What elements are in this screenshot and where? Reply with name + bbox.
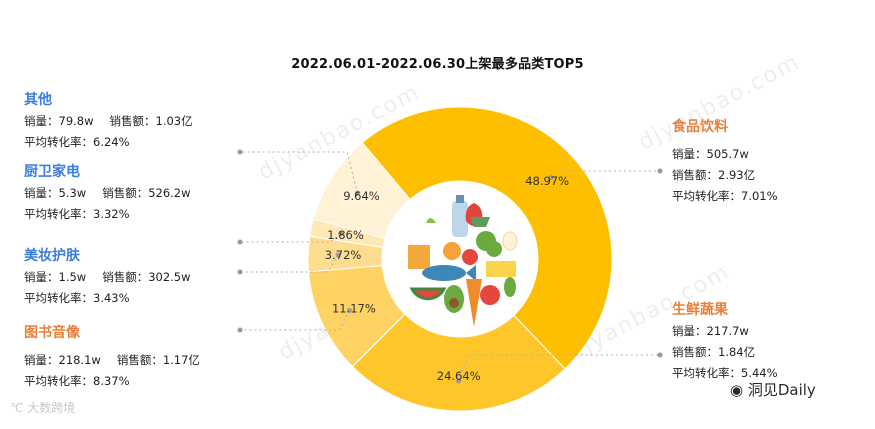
brand-left-text: 大数跨境: [27, 401, 76, 415]
slice-value-label: 1.86%: [327, 228, 364, 242]
brand-right-text: 洞见Daily: [747, 381, 816, 399]
leader-dot: [237, 239, 243, 245]
leader-dot: [335, 252, 341, 258]
panel-other: 其他 销量：79.8w 销售额：1.03亿 平均转化率：6.24%: [24, 89, 193, 153]
leader-dot: [338, 231, 344, 237]
panel-beauty-sales: 销量：1.5w: [24, 270, 87, 284]
panel-books-revenue: 销售额：1.17亿: [116, 353, 200, 367]
slice-value-label: 24.64%: [437, 369, 481, 383]
panel-beauty-conversion: 平均转化率：3.43%: [24, 291, 130, 305]
panel-kitchen-revenue: 销售额：526.2w: [102, 186, 191, 200]
chart-title: 2022.06.01-2022.06.30上架最多品类TOP5: [291, 57, 584, 72]
panel-books-sales: 销量：218.1w: [24, 353, 101, 367]
leader-dot: [237, 269, 243, 275]
panel-kitchen-conversion: 平均转化率：3.32%: [24, 207, 130, 221]
panel-other-conversion: 平均转化率：6.24%: [24, 135, 130, 149]
slice-value-label: 9.64%: [343, 189, 380, 203]
leader-line: [458, 354, 660, 382]
brand-right-logo: ◉ 洞见Daily: [730, 379, 816, 400]
slice-value-label: 11.17%: [332, 301, 376, 315]
slice-1: [361, 106, 613, 370]
panel-kitchen-name: 厨卫家电: [24, 164, 80, 180]
panel-fresh: 生鲜蔬果 销量：217.7w 销售额：1.84亿 平均转化率：5.44%: [672, 299, 778, 384]
leader-dot: [237, 149, 243, 155]
panel-fresh-conversion: 平均转化率：5.44%: [672, 366, 778, 380]
slice-2: [351, 313, 566, 412]
slice-6: [312, 141, 411, 240]
leader-dot: [657, 168, 663, 174]
panel-fresh-sales: 销量：217.7w: [672, 324, 749, 338]
leader-dot: [456, 378, 462, 384]
panel-beauty-name: 美妆护肤: [24, 248, 80, 264]
leader-dot: [548, 175, 554, 181]
slice-value-label: 3.72%: [325, 248, 362, 262]
groceries-illustration: [384, 183, 536, 335]
panel-food: 食品饮料 销量：505.7w 销售额：2.93亿 平均转化率：7.01%: [672, 116, 778, 207]
leader-dot: [237, 327, 243, 333]
brand-left-logo: ℃ 大数跨境: [10, 399, 75, 416]
panel-books: 图书音像 销量：218.1w 销售额：1.17亿 平均转化率：8.37%: [24, 322, 200, 392]
panel-beauty-revenue: 销售额：302.5w: [102, 270, 191, 284]
panel-other-revenue: 销售额：1.03亿: [109, 114, 193, 128]
panel-other-name: 其他: [24, 92, 52, 108]
panel-food-name: 食品饮料: [672, 119, 728, 135]
leader-line: [550, 170, 660, 179]
wechat-icon: ◉: [730, 381, 748, 399]
panel-other-sales: 销量：79.8w: [24, 114, 94, 128]
leader-dot: [657, 352, 663, 358]
panel-kitchen-sales: 销量：5.3w: [24, 186, 87, 200]
panel-food-sales: 销量：505.7w: [672, 147, 749, 161]
panel-books-name: 图书音像: [24, 325, 80, 341]
panel-kitchen: 厨卫家电 销量：5.3w 销售额：526.2w 平均转化率：3.32%: [24, 161, 191, 225]
panel-food-revenue: 销售额：2.93亿: [672, 168, 756, 182]
panel-food-conversion: 平均转化率：7.01%: [672, 189, 778, 203]
panel-fresh-revenue: 销售额：1.84亿: [672, 345, 756, 359]
leader-line: [240, 254, 339, 273]
slice-value-label: 48.97%: [525, 174, 569, 188]
brand-left-icon: ℃: [10, 401, 28, 415]
panel-beauty: 美妆护肤 销量：1.5w 销售额：302.5w 平均转化率：3.43%: [24, 245, 191, 309]
leader-dot: [346, 307, 352, 313]
leader-dot: [354, 190, 360, 196]
panel-books-conversion: 平均转化率：8.37%: [24, 374, 130, 388]
panel-fresh-name: 生鲜蔬果: [672, 302, 728, 318]
